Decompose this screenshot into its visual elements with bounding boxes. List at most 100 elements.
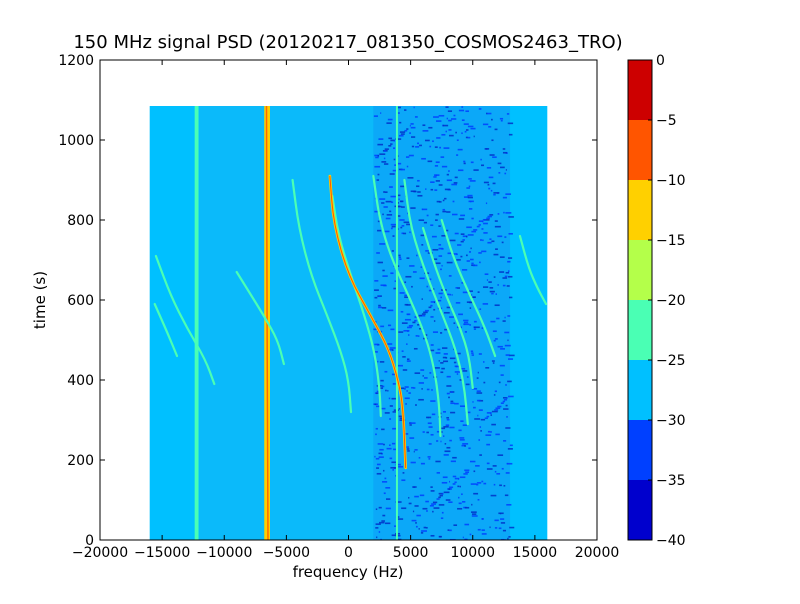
- noise-speckle: [441, 234, 447, 237]
- noise-speckle: [375, 508, 378, 511]
- noise-speckle: [396, 112, 400, 114]
- noise-speckle: [374, 289, 379, 291]
- noise-speckle: [400, 168, 405, 171]
- noise-speckle: [460, 255, 463, 258]
- noise-speckle: [385, 200, 392, 203]
- noise-speckle: [407, 177, 414, 179]
- noise-speckle: [463, 319, 469, 322]
- noise-speckle: [508, 395, 514, 398]
- noise-speckle: [403, 329, 410, 332]
- noise-speckle: [500, 522, 506, 524]
- noise-speckle: [396, 194, 401, 197]
- noise-speckle: [376, 536, 378, 539]
- noise-speckle: [489, 287, 494, 289]
- noise-speckle: [432, 140, 434, 143]
- noise-speckle: [387, 389, 389, 392]
- noise-speckle: [414, 319, 417, 322]
- noise-speckle: [451, 294, 453, 296]
- noise-speckle: [406, 358, 410, 361]
- noise-speckle: [398, 465, 404, 468]
- noise-speckle: [440, 362, 444, 364]
- noise-speckle: [458, 169, 464, 172]
- noise-speckle: [470, 161, 474, 164]
- noise-speckle: [495, 433, 500, 436]
- noise-speckle: [378, 304, 381, 307]
- noise-speckle: [493, 192, 500, 194]
- noise-speckle: [440, 268, 442, 271]
- noise-speckle: [400, 310, 404, 313]
- noise-speckle: [445, 130, 447, 133]
- noise-speckle: [461, 119, 465, 121]
- noise-speckle: [460, 233, 465, 235]
- noise-speckle: [434, 146, 438, 148]
- noise-speckle: [393, 158, 396, 161]
- noise-speckle: [401, 225, 405, 227]
- noise-speckle: [375, 405, 381, 408]
- noise-speckle: [498, 512, 504, 515]
- noise-speckle: [473, 169, 479, 171]
- noise-speckle: [408, 392, 411, 394]
- noise-speckle: [469, 533, 472, 536]
- noise-speckle: [379, 243, 386, 245]
- noise-speckle: [425, 526, 428, 529]
- noise-speckle: [375, 156, 379, 159]
- colorbar-tick-label: −30: [656, 413, 686, 429]
- noise-speckle: [441, 481, 448, 484]
- noise-speckle: [379, 448, 384, 451]
- noise-speckle: [397, 538, 399, 540]
- noise-speckle: [493, 483, 496, 486]
- noise-speckle: [483, 222, 488, 225]
- noise-speckle: [479, 454, 482, 456]
- noise-speckle: [443, 491, 450, 494]
- noise-speckle: [405, 156, 410, 158]
- noise-speckle: [444, 442, 447, 445]
- noise-speckle: [402, 369, 408, 371]
- noise-speckle: [427, 456, 431, 458]
- noise-speckle: [409, 265, 415, 267]
- noise-speckle: [450, 400, 454, 403]
- noise-speckle: [406, 257, 410, 259]
- noise-speckle: [375, 433, 377, 436]
- noise-speckle: [397, 202, 399, 204]
- noise-speckle: [508, 216, 514, 218]
- noise-speckle: [382, 275, 388, 277]
- noise-speckle: [481, 529, 485, 531]
- noise-speckle: [499, 256, 505, 258]
- noise-speckle: [471, 230, 477, 233]
- noise-speckle: [488, 187, 491, 190]
- noise-speckle: [408, 154, 414, 157]
- noise-speckle: [486, 468, 493, 470]
- noise-speckle: [462, 536, 464, 539]
- noise-speckle: [507, 260, 511, 263]
- noise-speckle: [419, 477, 422, 480]
- noise-speckle: [466, 376, 469, 378]
- noise-speckle: [500, 166, 505, 169]
- noise-speckle: [504, 494, 509, 497]
- noise-speckle: [454, 481, 457, 484]
- noise-speckle: [421, 530, 427, 532]
- noise-speckle: [471, 352, 474, 354]
- noise-speckle: [423, 311, 428, 314]
- noise-speckle: [381, 161, 387, 163]
- noise-speckle: [442, 210, 447, 213]
- noise-speckle: [438, 255, 443, 257]
- noise-speckle: [401, 206, 405, 208]
- noise-speckle: [415, 146, 420, 148]
- noise-speckle: [429, 349, 435, 352]
- noise-speckle: [391, 250, 394, 252]
- noise-speckle: [487, 430, 491, 433]
- noise-speckle: [455, 302, 461, 304]
- noise-speckle: [382, 213, 384, 216]
- noise-speckle: [416, 185, 420, 188]
- noise-speckle: [376, 179, 380, 181]
- noise-speckle: [433, 258, 438, 261]
- noise-speckle: [435, 460, 441, 463]
- noise-speckle: [433, 301, 435, 304]
- noise-speckle: [374, 296, 378, 299]
- noise-speckle: [479, 426, 482, 428]
- noise-speckle: [459, 367, 466, 370]
- noise-speckle: [413, 450, 415, 453]
- noise-speckle: [421, 244, 424, 246]
- noise-speckle: [494, 519, 499, 522]
- noise-speckle: [443, 147, 450, 149]
